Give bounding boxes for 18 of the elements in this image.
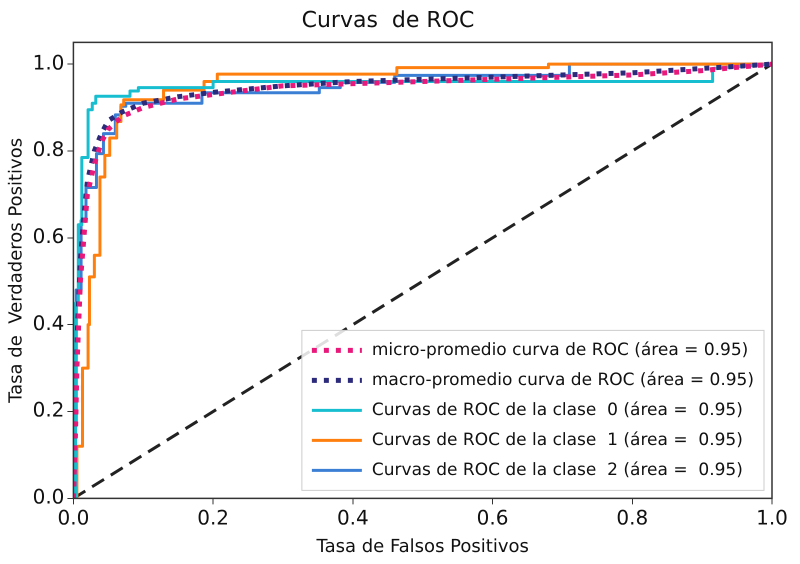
x-tick-label: 0.8 <box>616 506 648 530</box>
y-tick-label: 0.8 <box>32 137 64 162</box>
y-tick-label: 1.0 <box>32 50 64 74</box>
y-tick-label: 0.6 <box>32 224 64 248</box>
legend-label: Curvas de ROC de la clase 2 (área = 0.95) <box>372 460 743 480</box>
x-tick-label: 1.0 <box>756 506 788 530</box>
legend-label: macro-promedio curva de ROC (área = 0.95) <box>372 370 754 390</box>
x-tick-label: 0.2 <box>197 506 230 530</box>
y-tick-label: 0.4 <box>32 310 64 335</box>
legend-label: Curvas de ROC de la clase 1 (área = 0.95) <box>372 430 743 450</box>
x-tick-label: 0.4 <box>336 506 369 530</box>
y-axis-title: Tasa de Verdaderos Positivos <box>5 138 26 404</box>
legend-label: micro-promedio curva de ROC (área = 0.95) <box>372 340 748 360</box>
legend-label: Curvas de ROC de la clase 0 (área = 0.95) <box>372 400 743 420</box>
x-axis-title: Tasa de Falsos Positivos <box>316 536 529 557</box>
x-tick-label: 0.6 <box>476 506 508 530</box>
y-tick-label: 0.2 <box>32 398 64 422</box>
chart-title: Curvas de ROC <box>302 8 474 33</box>
